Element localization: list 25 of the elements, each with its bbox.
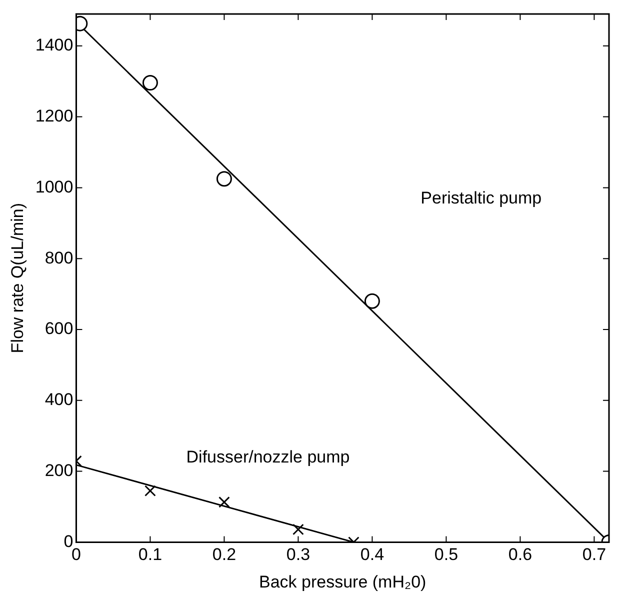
- x-tick-label: 0.2: [212, 545, 236, 564]
- annotation: Difusser/nozzle pump: [186, 447, 350, 466]
- x-tick-label: 0.4: [360, 545, 384, 564]
- annotation: Peristaltic pump: [420, 188, 542, 208]
- x-tick-label: 0.1: [138, 545, 162, 564]
- x-tick-label: 0.7: [582, 545, 606, 564]
- x-tick-label: 0.6: [508, 545, 532, 564]
- y-tick-label: 200: [44, 460, 74, 480]
- y-tick-label: 800: [44, 248, 74, 268]
- y-tick-label: 1000: [35, 177, 74, 196]
- x-axis-title: Back pressure (mH₂0): [259, 572, 426, 592]
- point: [216, 171, 232, 187]
- point: [364, 293, 380, 309]
- y-tick-label: 600: [44, 319, 74, 338]
- y-tick-label: 0: [64, 532, 74, 551]
- y-tick-label: 1400: [35, 36, 74, 55]
- point: [144, 485, 156, 496]
- point: [142, 75, 158, 91]
- x-tick-label: 0.5: [434, 545, 458, 564]
- y-tick-label: 1200: [35, 106, 74, 126]
- point: [292, 524, 304, 536]
- point: [218, 496, 230, 508]
- y-tick-label: 400: [44, 390, 74, 410]
- x-tick-label: 0.3: [286, 545, 310, 564]
- y-axis-title: Flow rate Q(uL/min): [8, 203, 27, 354]
